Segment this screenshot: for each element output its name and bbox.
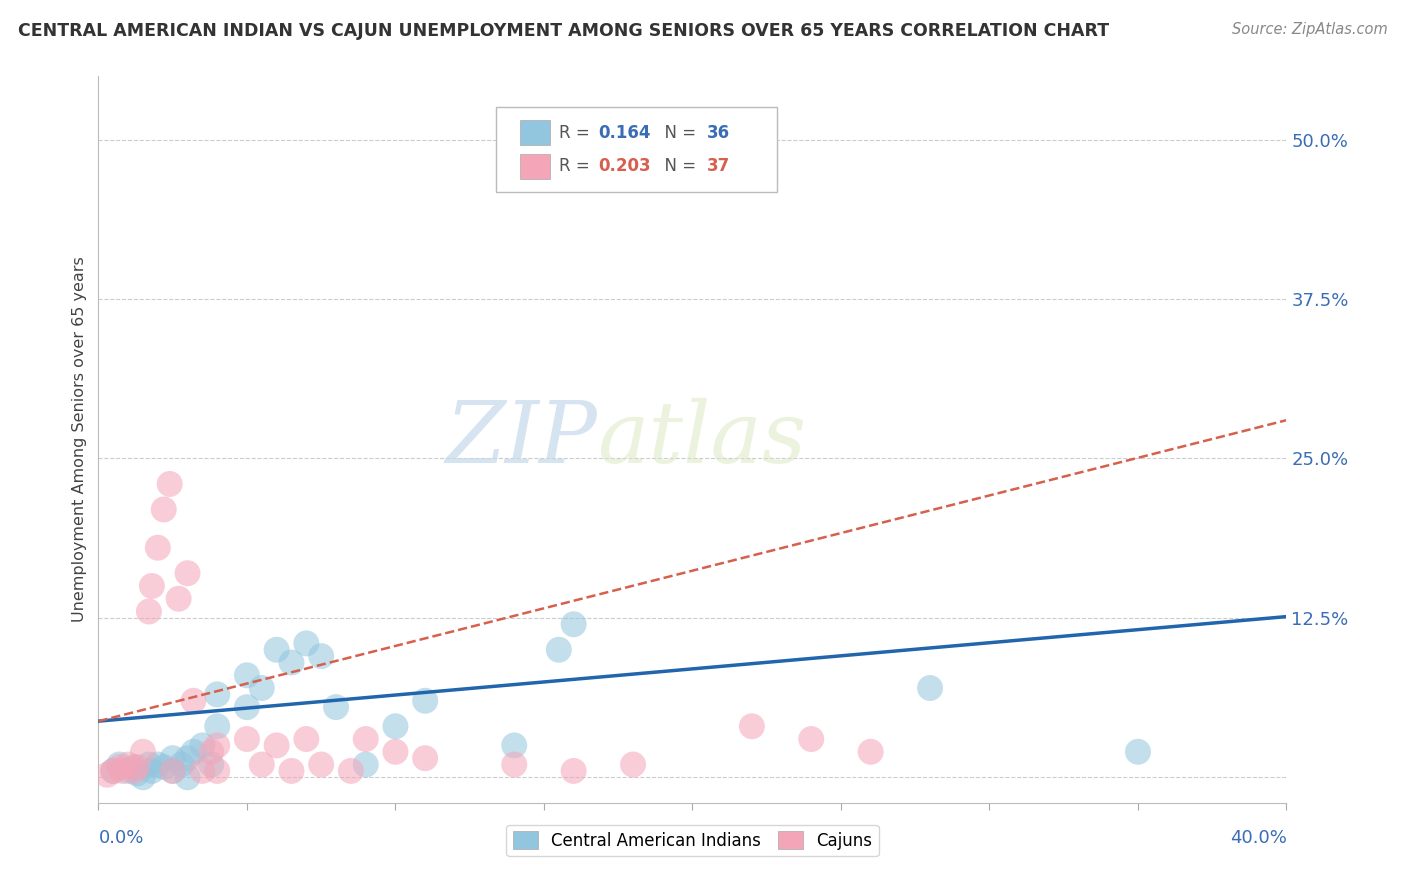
Text: 36: 36 [707, 124, 730, 142]
Point [413, 694, 436, 708]
Text: atlas: atlas [598, 398, 807, 481]
Point [547, 642, 569, 657]
Text: 37: 37 [707, 157, 730, 175]
Point [236, 700, 259, 714]
Point [741, 719, 763, 733]
Point [122, 764, 145, 778]
Point [146, 541, 169, 555]
Point [162, 764, 184, 778]
Point [205, 719, 228, 733]
Text: CENTRAL AMERICAN INDIAN VS CAJUN UNEMPLOYMENT AMONG SENIORS OVER 65 YEARS CORREL: CENTRAL AMERICAN INDIAN VS CAJUN UNEMPLO… [18, 22, 1109, 40]
Point [132, 745, 155, 759]
Point [146, 757, 169, 772]
Text: 0.164: 0.164 [599, 124, 651, 142]
Point [117, 757, 139, 772]
Text: 0.203: 0.203 [599, 157, 651, 175]
Point [191, 764, 214, 778]
Point [920, 681, 942, 695]
Point [295, 732, 318, 747]
Text: R =: R = [560, 157, 595, 175]
Point [621, 757, 644, 772]
Point [117, 764, 139, 778]
Point [200, 757, 222, 772]
Point [503, 739, 526, 753]
Point [384, 719, 406, 733]
Point [170, 757, 193, 772]
Point [200, 745, 222, 759]
Point [250, 757, 273, 772]
Point [800, 732, 823, 747]
Point [152, 760, 174, 774]
Point [205, 687, 228, 701]
Point [236, 668, 259, 682]
Point [108, 757, 131, 772]
Point [205, 739, 228, 753]
Point [354, 757, 377, 772]
Point [159, 477, 181, 491]
Point [859, 745, 882, 759]
Point [108, 760, 131, 774]
Point [266, 642, 288, 657]
Text: ZIP: ZIP [446, 398, 598, 481]
Point [325, 700, 347, 714]
Point [167, 591, 190, 606]
Point [354, 732, 377, 747]
Point [280, 764, 302, 778]
Point [309, 649, 332, 664]
Text: R =: R = [560, 124, 595, 142]
Point [103, 764, 125, 778]
Point [125, 760, 148, 774]
Point [340, 764, 363, 778]
Point [103, 764, 125, 778]
Point [280, 656, 302, 670]
Point [205, 764, 228, 778]
Point [125, 766, 148, 780]
Text: N =: N = [655, 157, 702, 175]
Point [96, 768, 118, 782]
Point [503, 757, 526, 772]
Point [413, 751, 436, 765]
Point [562, 617, 585, 632]
Point [176, 751, 198, 765]
Point [162, 764, 184, 778]
Point [176, 566, 198, 581]
Text: 0.0%: 0.0% [98, 829, 143, 847]
Point [183, 745, 205, 759]
Point [562, 764, 585, 778]
Point [250, 681, 273, 695]
Text: Source: ZipAtlas.com: Source: ZipAtlas.com [1232, 22, 1388, 37]
Point [141, 579, 163, 593]
Point [141, 764, 163, 778]
Point [138, 757, 160, 772]
Point [384, 745, 406, 759]
Point [152, 502, 174, 516]
Point [176, 770, 198, 784]
Point [138, 605, 160, 619]
Point [1126, 745, 1149, 759]
Point [236, 732, 259, 747]
Y-axis label: Unemployment Among Seniors over 65 years: Unemployment Among Seniors over 65 years [72, 256, 87, 623]
Point [122, 760, 145, 774]
Point [111, 764, 134, 778]
Point [132, 770, 155, 784]
Text: N =: N = [655, 124, 702, 142]
Point [266, 739, 288, 753]
Point [191, 739, 214, 753]
Text: 40.0%: 40.0% [1230, 829, 1286, 847]
Point [309, 757, 332, 772]
Legend: Central American Indians, Cajuns: Central American Indians, Cajuns [506, 825, 879, 856]
Point [295, 636, 318, 650]
Point [162, 751, 184, 765]
Point [183, 694, 205, 708]
